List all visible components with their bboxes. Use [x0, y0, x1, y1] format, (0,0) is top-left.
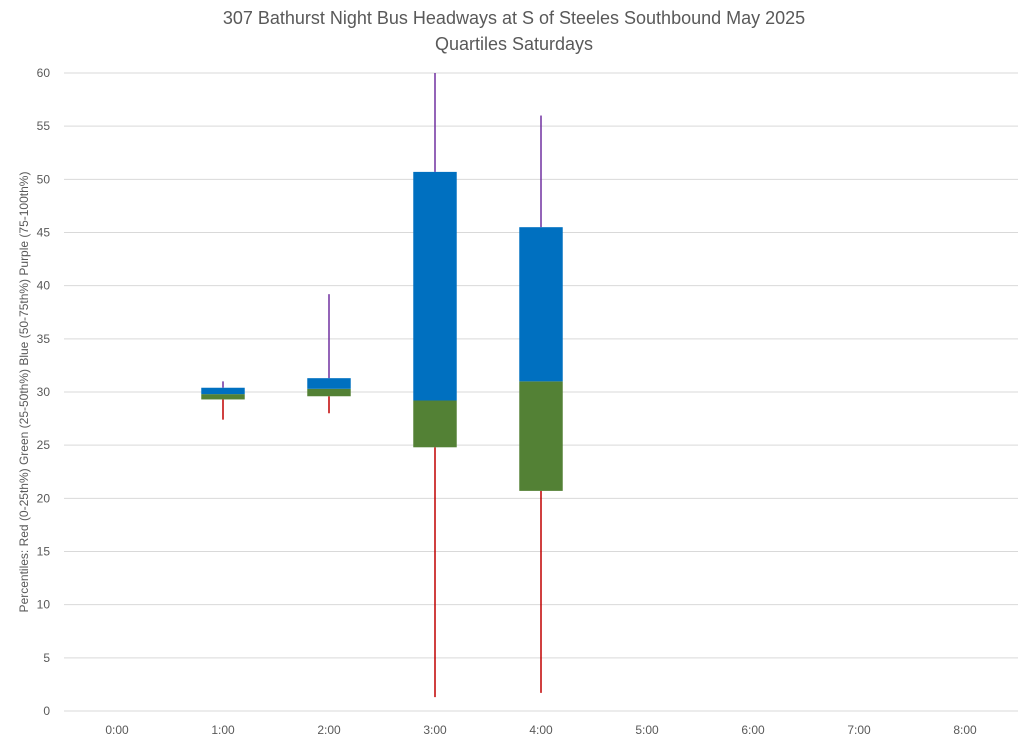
lower-box-3: [519, 381, 563, 491]
y-tick-label-20: 20: [37, 491, 51, 505]
x-tick-label-3: 3:00: [423, 723, 447, 737]
x-tick-label-8: 8:00: [953, 723, 977, 737]
y-axis-label: Percentiles: Red (0-25th%) Green (25-50t…: [17, 172, 31, 613]
box-3:00: [413, 73, 457, 698]
y-tick-label-25: 25: [37, 438, 51, 452]
y-tick-label-50: 50: [37, 172, 51, 186]
x-tick-label-5: 5:00: [635, 723, 659, 737]
box-1:00: [201, 381, 245, 420]
y-tick-label-55: 55: [37, 119, 51, 133]
y-tick-label-5: 5: [43, 651, 50, 665]
y-tick-label-35: 35: [37, 332, 51, 346]
upper-box-0: [201, 387, 245, 395]
chart-title: 307 Bathurst Night Bus Headways at S of …: [223, 8, 805, 54]
y-tick-label-10: 10: [37, 598, 51, 612]
x-tick-label-6: 6:00: [741, 723, 765, 737]
x-axis-ticks: 0:00 1:00 2:00 3:00 4:00 5:00 6:00 7:00 8:00: [105, 723, 977, 737]
y-tick-label-60: 60: [37, 66, 51, 80]
upper-box-3: [519, 227, 563, 382]
lower-box-2: [413, 400, 457, 448]
y-tick-label-30: 30: [37, 385, 51, 399]
chart-title-line-2: Quartiles Saturdays: [435, 34, 593, 54]
x-tick-label-7: 7:00: [847, 723, 871, 737]
x-tick-label-4: 4:00: [529, 723, 553, 737]
x-tick-label-0: 0:00: [105, 723, 129, 737]
upper-box-1: [307, 378, 351, 389]
lower-box-0: [201, 394, 245, 400]
x-tick-label-1: 1:00: [211, 723, 235, 737]
x-tick-label-2: 2:00: [317, 723, 341, 737]
upper-box-2: [413, 171, 457, 401]
y-axis-ticks: 0 5 10 15 20 25 30 35 40 45 50 55 60: [37, 66, 51, 718]
y-tick-label-0: 0: [43, 704, 50, 718]
y-tick-label-15: 15: [37, 545, 51, 559]
chart-title-line-1: 307 Bathurst Night Bus Headways at S of …: [223, 8, 805, 28]
boxes: [201, 73, 563, 698]
box-4:00: [519, 115, 563, 693]
y-tick-label-40: 40: [37, 279, 51, 293]
y-tick-label-45: 45: [37, 226, 51, 240]
lower-box-1: [307, 388, 351, 397]
box-2:00: [307, 294, 351, 414]
